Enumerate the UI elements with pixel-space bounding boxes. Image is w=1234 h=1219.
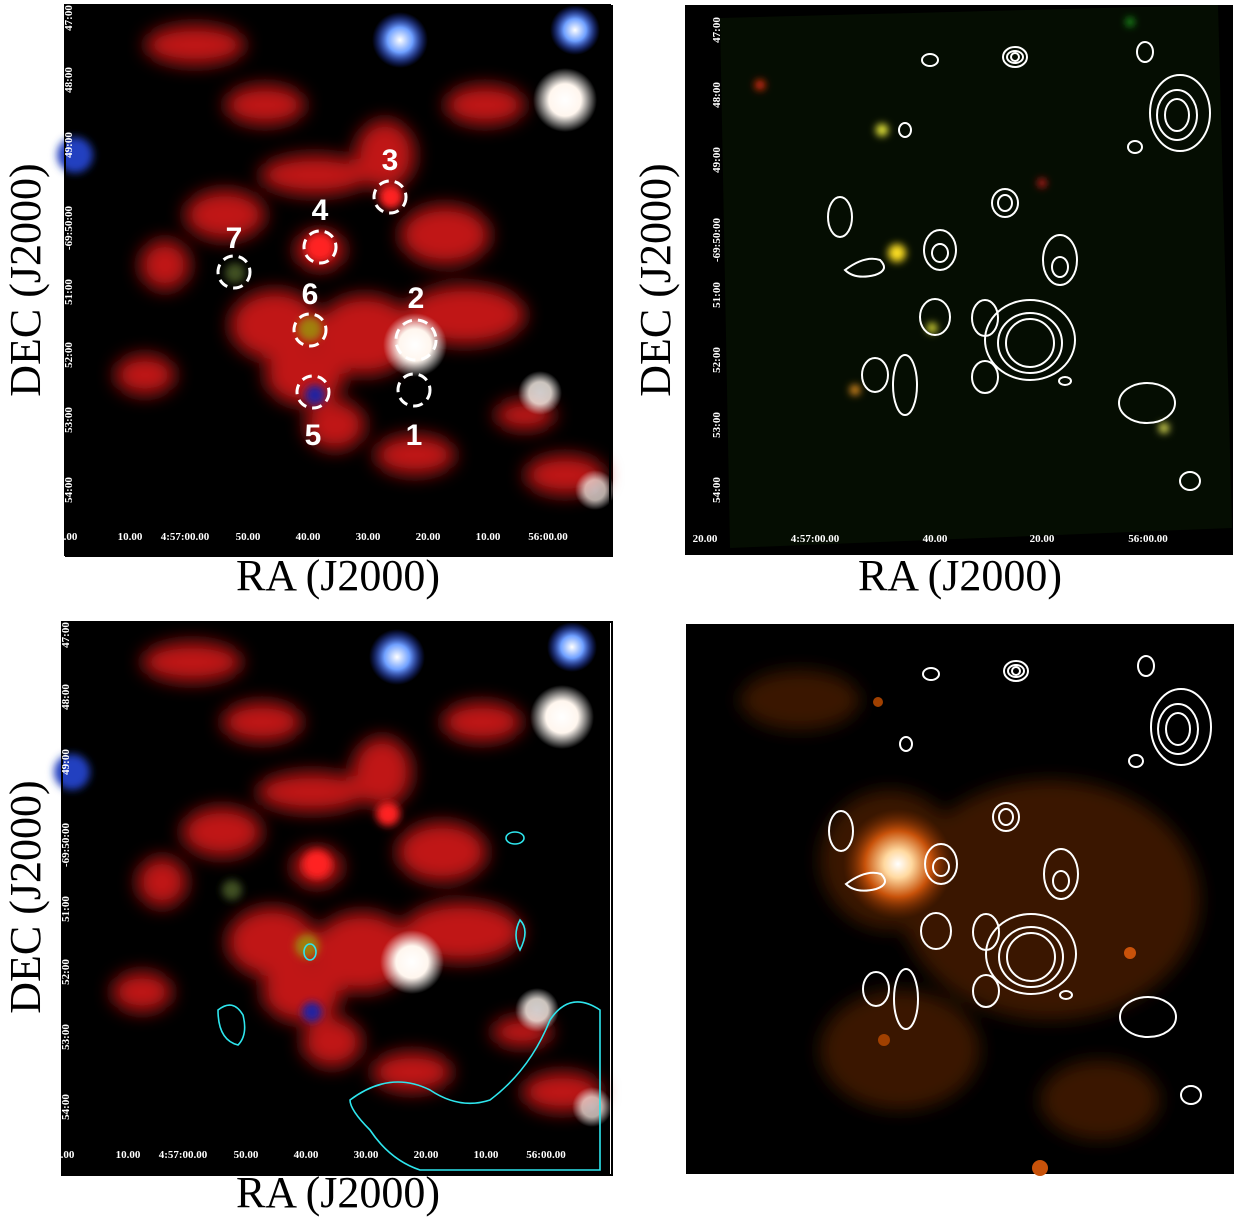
y-tick-label: 51:00 — [63, 279, 75, 305]
y-tick-label: 49:00 — [60, 749, 72, 775]
x-tick-label: 20.00 — [414, 1149, 439, 1161]
x-tick-label: 10.00 — [476, 531, 501, 543]
y-tick-label: 52:00 — [63, 342, 75, 368]
x-tick-label: 40.00 — [296, 531, 321, 543]
x-tick-label: 50.00 — [236, 531, 261, 543]
panel-1 — [57, 4, 615, 557]
x-tick-label: 50.00 — [234, 1149, 259, 1161]
y-tick-label: 47:00 — [60, 622, 72, 648]
x-tick-label: 40.00 — [294, 1149, 319, 1161]
x-tick-label: 56:00.00 — [1128, 533, 1168, 545]
y-tick-label: -69:50:00 — [63, 206, 75, 250]
y-tick-label: 51:00 — [711, 282, 723, 308]
y-tick-label: 54:00 — [63, 477, 75, 503]
y-tick-label: 54:00 — [60, 1094, 72, 1120]
y-tick-label: -69:50:00 — [711, 218, 723, 262]
x-tick-label: 30.00 — [356, 531, 381, 543]
y-tick-label: 48:00 — [63, 67, 75, 93]
x-tick-label: 4:57:00.00 — [161, 531, 210, 543]
y-tick-label: 51:00 — [60, 896, 72, 922]
y-tick-label: 53:00 — [60, 1024, 72, 1050]
y-axis-title: DEC (J2000) — [1, 163, 50, 396]
x-tick-label: 10.00 — [118, 531, 143, 543]
y-tick-label: -69:50:00 — [60, 823, 72, 867]
y-tick-label: 49:00 — [63, 132, 75, 158]
x-axis-title: RA (J2000) — [236, 1168, 440, 1217]
x-tick-label: 20.00 — [416, 531, 441, 543]
y-tick-label: 47:00 — [711, 17, 723, 43]
source-label: 3 — [382, 144, 399, 177]
y-tick-label: 52:00 — [60, 959, 72, 985]
source-label: 5 — [305, 419, 322, 452]
source-label: 6 — [302, 278, 319, 311]
source-label: 4 — [312, 194, 329, 227]
y-axis-title: DEC (J2000) — [631, 163, 680, 396]
x-tick-label: 00.00 — [50, 1149, 75, 1161]
x-tick-label: 4:57:00.00 — [159, 1149, 208, 1161]
y-tick-label: 53:00 — [711, 412, 723, 438]
x-tick-label: 20.00 — [1030, 533, 1055, 545]
y-axis-title: DEC (J2000) — [1, 780, 50, 1013]
x-tick-label: 00.00 — [53, 531, 78, 543]
source-label: 2 — [408, 282, 425, 315]
panel-3 — [54, 621, 613, 1176]
y-tick-label: 54:00 — [711, 477, 723, 503]
panel-2 — [685, 5, 1233, 555]
x-tick-label: 56:00.00 — [528, 531, 568, 543]
source-label: 1 — [406, 419, 423, 452]
y-tick-label: 48:00 — [60, 684, 72, 710]
x-tick-label: 10.00 — [474, 1149, 499, 1161]
y-tick-label: 52:00 — [711, 347, 723, 373]
y-tick-label: 47:00 — [63, 5, 75, 31]
source-label: 7 — [226, 222, 243, 255]
x-tick-label: 20.00 — [693, 533, 718, 545]
x-tick-label: 56:00.00 — [526, 1149, 566, 1161]
x-tick-label: 4:57:00.00 — [791, 533, 840, 545]
y-tick-label: 48:00 — [711, 82, 723, 108]
x-tick-label: 30.00 — [354, 1149, 379, 1161]
panel-4 — [686, 624, 1234, 1176]
y-tick-label: 49:00 — [711, 147, 723, 173]
x-tick-label: 10.00 — [116, 1149, 141, 1161]
x-tick-label: 40.00 — [923, 533, 948, 545]
x-axis-title: RA (J2000) — [858, 551, 1062, 600]
x-axis-title: RA (J2000) — [236, 551, 440, 600]
y-tick-label: 53:00 — [63, 407, 75, 433]
